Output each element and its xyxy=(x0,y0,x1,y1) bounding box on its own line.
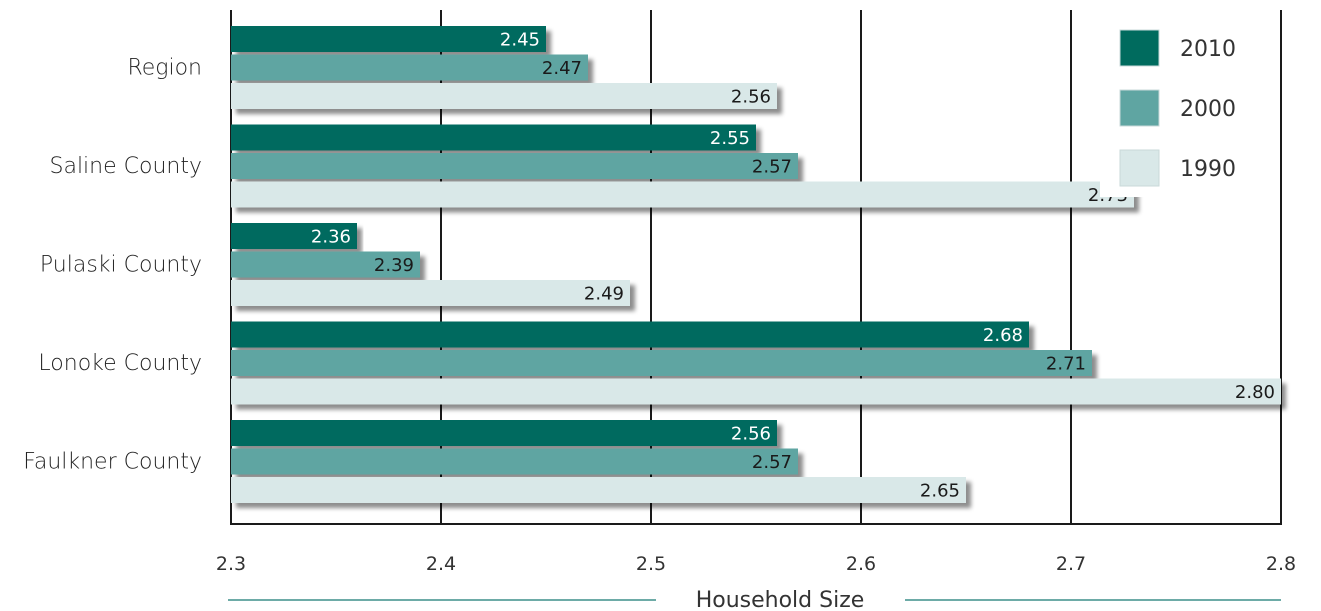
x-axis-title-group: Household Size xyxy=(228,588,1281,611)
x-tick-label: 2.5 xyxy=(636,553,666,575)
category-label: Saline County xyxy=(50,154,203,179)
category-labels: Region Saline County Pulaski County Lonoke … xyxy=(23,56,202,475)
bar xyxy=(231,181,1134,208)
data-label: 2.45 xyxy=(500,30,540,51)
bar xyxy=(231,280,630,306)
bar xyxy=(231,321,1029,348)
bar xyxy=(231,350,1092,376)
data-label: 2.39 xyxy=(374,255,414,276)
data-label: 2.57 xyxy=(752,452,792,473)
x-axis-title: Household Size xyxy=(696,588,865,611)
data-label: 2.57 xyxy=(752,157,792,178)
bar xyxy=(231,83,777,109)
data-label: 2.71 xyxy=(1046,354,1086,375)
category-label: Region xyxy=(127,56,202,81)
bar xyxy=(231,420,777,446)
bar xyxy=(231,223,357,249)
data-label: 2.36 xyxy=(311,227,351,248)
bar xyxy=(231,54,588,81)
legend-swatch xyxy=(1119,89,1160,127)
bars: 2.452.472.562.552.572.732.362.392.492.68… xyxy=(231,26,1281,503)
data-label: 2.55 xyxy=(710,128,750,149)
data-label: 2.80 xyxy=(1235,382,1275,403)
x-tick-label: 2.3 xyxy=(216,553,246,575)
data-label: 2.49 xyxy=(584,284,624,305)
data-label: 2.65 xyxy=(920,481,960,502)
bar xyxy=(231,448,798,475)
x-tick-labels: 2.3 2.4 2.5 2.6 2.7 2.8 xyxy=(216,553,1296,575)
x-tick-label: 2.6 xyxy=(846,553,876,575)
legend-label: 1990 xyxy=(1180,157,1236,182)
category-label: Pulaski County xyxy=(40,253,202,278)
bar xyxy=(231,124,756,151)
x-tick-label: 2.8 xyxy=(1266,553,1296,575)
legend-label: 2000 xyxy=(1180,97,1236,122)
bar xyxy=(231,251,420,278)
x-tick-label: 2.4 xyxy=(426,553,456,575)
category-label: Faulkner County xyxy=(23,450,202,475)
bar xyxy=(231,477,966,503)
data-label: 2.56 xyxy=(731,87,771,108)
data-label: 2.47 xyxy=(542,58,582,79)
bar xyxy=(231,26,546,52)
legend-swatch xyxy=(1119,29,1160,67)
data-label: 2.56 xyxy=(731,424,771,445)
bar xyxy=(231,153,798,179)
legend: 2010 2000 1990 xyxy=(1100,12,1270,197)
legend-label: 2010 xyxy=(1180,37,1236,62)
data-label: 2.68 xyxy=(983,325,1023,346)
category-label: Lonoke County xyxy=(38,351,202,376)
legend-swatch xyxy=(1119,149,1160,187)
x-tick-label: 2.7 xyxy=(1056,553,1086,575)
bar xyxy=(231,378,1281,405)
